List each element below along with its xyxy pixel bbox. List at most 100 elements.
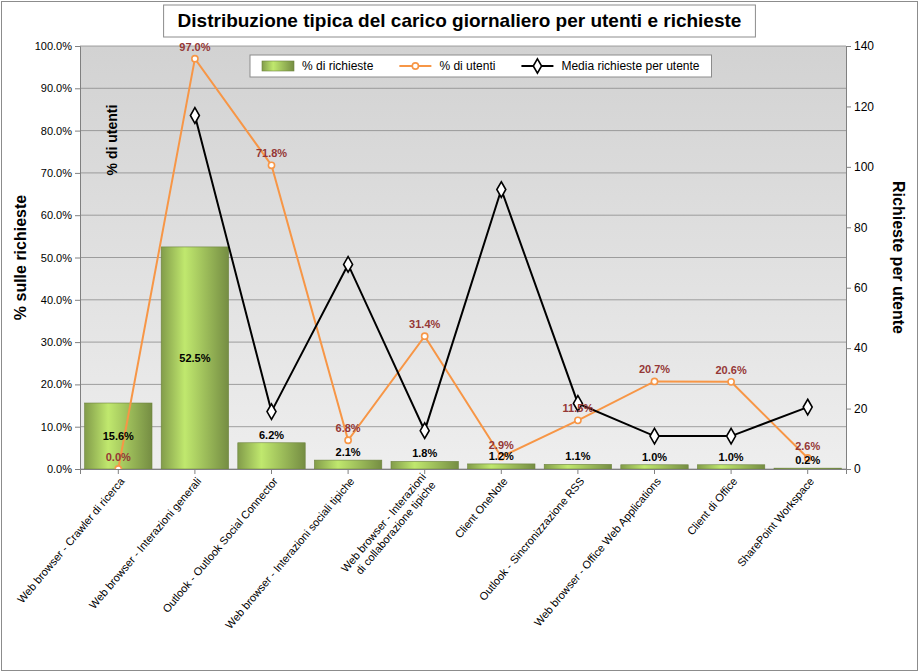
title-box: Distribuzione tipica del carico giornali… xyxy=(164,5,756,37)
legend-label: Media richieste per utente xyxy=(561,59,699,73)
marker xyxy=(728,379,734,385)
x-axis: Web browser - Crawler di ricercaWeb brow… xyxy=(15,469,847,631)
grid-line xyxy=(80,130,846,131)
legend-swatch xyxy=(412,63,418,69)
y-axis: 0.0% 10.0% 20.0% 30.0% 40.0% 50.0% 60.0% 70.0% 8… xyxy=(35,40,81,475)
plot-data xyxy=(85,56,842,469)
y2-tick: 120 xyxy=(846,100,874,114)
tick-mark xyxy=(75,131,80,132)
y2-axis: 020406080100120140 xyxy=(846,39,874,476)
marker xyxy=(190,108,199,124)
tick-mark xyxy=(424,469,425,474)
data-label: 1.0% xyxy=(719,451,744,463)
tick-label: Client OneNote xyxy=(452,475,510,540)
tick-label: 90.0% xyxy=(41,82,72,94)
x-tick: Web browser - Interazioni sociali tipich… xyxy=(223,469,357,631)
y-tick: 10.0% xyxy=(41,421,80,433)
tick-label: 10.0% xyxy=(41,421,72,433)
plot-background xyxy=(80,46,846,469)
tick-mark xyxy=(846,348,851,349)
data-label: 1.2% xyxy=(489,450,514,462)
tick-mark xyxy=(731,469,732,474)
tick-mark xyxy=(75,46,80,47)
y2-tick: 100 xyxy=(846,160,874,174)
y-tick: 40.0% xyxy=(41,294,80,306)
marker xyxy=(420,423,429,439)
tick-label-line: Web browser - Interazioni xyxy=(339,471,429,575)
tick-label: Client di Office xyxy=(685,475,740,537)
y2-tick: 20 xyxy=(846,402,868,416)
chart-title: Distribuzione tipica del carico giornali… xyxy=(178,10,742,31)
legend-label: % di richieste xyxy=(302,59,374,73)
data-label: 20.7% xyxy=(639,363,670,375)
tick-label: 80.0% xyxy=(41,125,72,137)
y-tick: 30.0% xyxy=(41,336,80,348)
data-label: 2.1% xyxy=(336,446,361,458)
tick-mark xyxy=(846,409,851,410)
data-label: 1.0% xyxy=(642,451,667,463)
data-label: 6.2% xyxy=(259,429,284,441)
tick-label: 120 xyxy=(854,100,874,114)
axis-line xyxy=(81,470,847,475)
tick-mark xyxy=(846,167,851,168)
data-label: 97.0% xyxy=(179,41,210,53)
legend-item: % di richieste xyxy=(262,59,374,73)
data-label: 20.6% xyxy=(715,364,746,376)
tick-label: SharePoint Workspace xyxy=(735,475,816,569)
grid xyxy=(80,46,846,469)
tick-label: Web browser - Interazionidi collaborazio… xyxy=(339,471,438,583)
tick-mark xyxy=(118,469,119,474)
tick-mark xyxy=(75,427,80,428)
y-tick: 100.0% xyxy=(35,40,80,52)
tick-mark xyxy=(75,258,80,259)
bar xyxy=(621,465,688,469)
marker xyxy=(650,428,659,444)
marker xyxy=(727,428,736,444)
y-tick: 80.0% xyxy=(41,125,80,137)
y-tick: 60.0% xyxy=(41,209,80,221)
tick-mark xyxy=(654,469,655,474)
tick-label: 100.0% xyxy=(35,40,73,52)
marker xyxy=(651,378,657,384)
data-label: 11.5% xyxy=(563,402,594,414)
tick-mark xyxy=(846,227,851,228)
data-label: 31.4% xyxy=(409,318,440,330)
tick-label: 30.0% xyxy=(41,336,72,348)
legend-item: % di utenti xyxy=(399,59,495,73)
legend-swatch xyxy=(533,59,541,73)
tick-mark xyxy=(807,469,808,474)
tick-mark xyxy=(75,215,80,216)
marker xyxy=(268,162,274,168)
tick-mark xyxy=(846,46,851,47)
bar xyxy=(468,464,535,469)
tick-label: 50.0% xyxy=(41,252,72,264)
tick-mark xyxy=(846,288,851,289)
axis-line xyxy=(847,47,852,470)
bar xyxy=(314,460,381,469)
y2-tick: 40 xyxy=(846,341,868,355)
y2-tick: 60 xyxy=(846,281,868,295)
data-label: 6.8% xyxy=(336,422,361,434)
y-tick: 70.0% xyxy=(41,167,80,179)
tick-mark xyxy=(577,469,578,474)
chart-frame xyxy=(2,2,918,671)
y2-tick: 80 xyxy=(846,221,868,235)
tick-label: 80 xyxy=(854,221,868,235)
bar xyxy=(544,464,611,469)
tick-label: 20.0% xyxy=(41,378,72,390)
tick-label: 20 xyxy=(854,402,868,416)
bar xyxy=(85,403,152,469)
y-axis-title: % sulle richieste xyxy=(12,195,29,320)
legend-item: Media richieste per utente xyxy=(521,59,699,73)
data-labels: 15.6%52.5%6.2%2.1%1.8%1.2%1.1%1.0%1.0%0.… xyxy=(103,41,821,466)
legend: % di richieste % di utenti Media richieste… xyxy=(250,55,712,77)
tick-mark xyxy=(75,342,80,343)
y2-tick: 140 xyxy=(846,39,874,53)
tick-mark xyxy=(75,384,80,385)
marker xyxy=(575,417,581,423)
marker xyxy=(192,56,198,62)
line xyxy=(195,115,808,436)
tick-label: 0.0% xyxy=(47,463,72,475)
tick-mark xyxy=(348,469,349,474)
tick-label: 40.0% xyxy=(41,294,72,306)
